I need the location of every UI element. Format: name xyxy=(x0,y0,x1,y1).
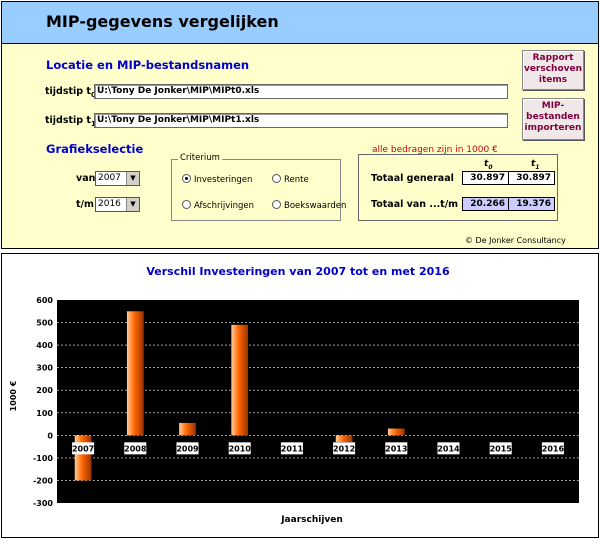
chart-svg: Verschil Investeringen van 2007 tot en m… xyxy=(9,265,579,525)
totaal-generaal-label: Totaal generaal xyxy=(371,173,454,184)
radio-boekswaarden[interactable]: Boekswaarden xyxy=(272,200,346,211)
x-category-label: 2013 xyxy=(385,444,407,453)
x-label-bg xyxy=(333,442,356,455)
y-tick-label: -200 xyxy=(33,476,53,485)
radio-investeringen[interactable]: Investeringen xyxy=(182,174,252,185)
x-label-bg xyxy=(541,442,564,455)
x-label-bg xyxy=(437,442,460,455)
van-tm-t0-value: 20.266 xyxy=(462,197,509,211)
t1-path-field[interactable]: U:\Tony De Jonker\MIP\MIPt1.xls xyxy=(94,113,508,128)
x-category-label: 2007 xyxy=(72,444,94,453)
x-category-label: 2010 xyxy=(229,444,252,453)
x-category-labels: 2007 2008 2009 2010 2011 2012 2013 2014 2015 2016 xyxy=(72,442,565,455)
generaal-t1-value: 30.897 xyxy=(508,171,555,185)
t0-label: tijdstip t0 xyxy=(45,86,96,99)
chevron-down-icon[interactable]: ▼ xyxy=(126,198,139,211)
x-category-label: 2015 xyxy=(490,444,513,453)
form-panel: MIP-gegevens vergelijken Locatie en MIP-… xyxy=(1,1,599,249)
bar-2008 xyxy=(126,311,144,436)
x-label-bg xyxy=(228,442,251,455)
x-category-label: 2016 xyxy=(542,444,565,453)
y-tick-label: 500 xyxy=(36,319,53,328)
gridlines xyxy=(57,322,579,481)
grafiekselectie-heading: Grafiekselectie xyxy=(46,142,144,156)
y-tick-labels: 600 500 400 300 200 100 0 -100 -200 -300 xyxy=(33,296,53,508)
van-label: van xyxy=(76,173,96,184)
x-label-bg xyxy=(124,442,147,455)
y-tick-label: 0 xyxy=(47,431,53,440)
x-label-bg xyxy=(280,442,303,455)
y-tick-label: 400 xyxy=(36,341,53,350)
tm-label: t/m xyxy=(76,199,94,210)
x-category-label: 2008 xyxy=(124,444,147,453)
bars xyxy=(74,311,405,481)
col-head-t0: t0 xyxy=(484,159,493,171)
chart-title: Verschil Investeringen van 2007 tot en m… xyxy=(146,265,450,278)
t1-label: tijdstip t1 xyxy=(45,115,96,128)
y-axis-label: 1000 € xyxy=(9,380,18,411)
totals-box: t0 t1 Totaal generaal 30.897 30.897 Tota… xyxy=(358,154,558,221)
rapport-verschoven-items-button[interactable]: Rapport verschoven items xyxy=(522,50,584,90)
copyright-text: © De Jonker Consultancy xyxy=(465,236,566,245)
criterium-legend: Criterium xyxy=(178,153,222,163)
chart-panel: Verschil Investeringen van 2007 tot en m… xyxy=(1,253,599,538)
x-label-bg xyxy=(176,442,199,455)
x-category-label: 2009 xyxy=(176,444,199,453)
bar-2007 xyxy=(74,435,92,481)
y-tick-label: 200 xyxy=(36,386,53,395)
x-label-bg xyxy=(385,442,408,455)
radio-rente[interactable]: Rente xyxy=(272,174,309,185)
locatie-heading: Locatie en MIP-bestandsnamen xyxy=(46,58,250,72)
radio-unchecked-icon xyxy=(272,200,281,209)
generaal-t0-value: 30.897 xyxy=(462,171,509,185)
radio-checked-icon xyxy=(182,174,191,183)
x-label-bg xyxy=(489,442,512,455)
totaal-van-tm-label: Totaal van ...t/m ... xyxy=(371,199,473,210)
x-category-label: 2014 xyxy=(437,444,460,453)
x-category-label: 2011 xyxy=(281,444,304,453)
van-year-select[interactable]: 2007 ▼ xyxy=(95,171,140,186)
mip-bestanden-importeren-button[interactable]: MIP- bestanden importeren xyxy=(522,98,584,140)
t0-path-field[interactable]: U:\Tony De Jonker\MIP\MIPt0.xls xyxy=(94,84,508,99)
x-label-bg xyxy=(72,442,95,455)
x-category-label: 2012 xyxy=(333,444,355,453)
plot-area xyxy=(57,300,579,503)
radio-unchecked-icon xyxy=(272,174,281,183)
tm-year-select[interactable]: 2016 ▼ xyxy=(95,197,140,212)
chevron-down-icon[interactable]: ▼ xyxy=(126,172,139,185)
bar-2009 xyxy=(179,422,196,436)
y-tick-label: 600 xyxy=(36,296,53,305)
col-head-t1: t1 xyxy=(531,159,540,171)
bar-2012 xyxy=(335,435,353,443)
y-tick-label: 300 xyxy=(36,364,53,373)
y-tick-label: -100 xyxy=(33,454,53,463)
radio-unchecked-icon xyxy=(182,200,191,209)
radio-afschrijvingen[interactable]: Afschrijvingen xyxy=(182,200,254,211)
title-bar: MIP-gegevens vergelijken xyxy=(2,2,598,44)
van-tm-t1-value: 19.376 xyxy=(508,197,555,211)
y-tick-label: 100 xyxy=(36,409,53,418)
y-tick-label: -300 xyxy=(33,499,53,508)
bar-2013 xyxy=(387,428,405,436)
bar-2010 xyxy=(231,324,249,436)
page-title: MIP-gegevens vergelijken xyxy=(46,12,279,31)
criterium-group: Criterium Investeringen Rente Afschrijvi… xyxy=(171,153,346,221)
bedragen-note: alle bedragen zijn in 1000 € xyxy=(372,145,498,155)
x-axis-label: Jaarschijven xyxy=(280,515,343,525)
